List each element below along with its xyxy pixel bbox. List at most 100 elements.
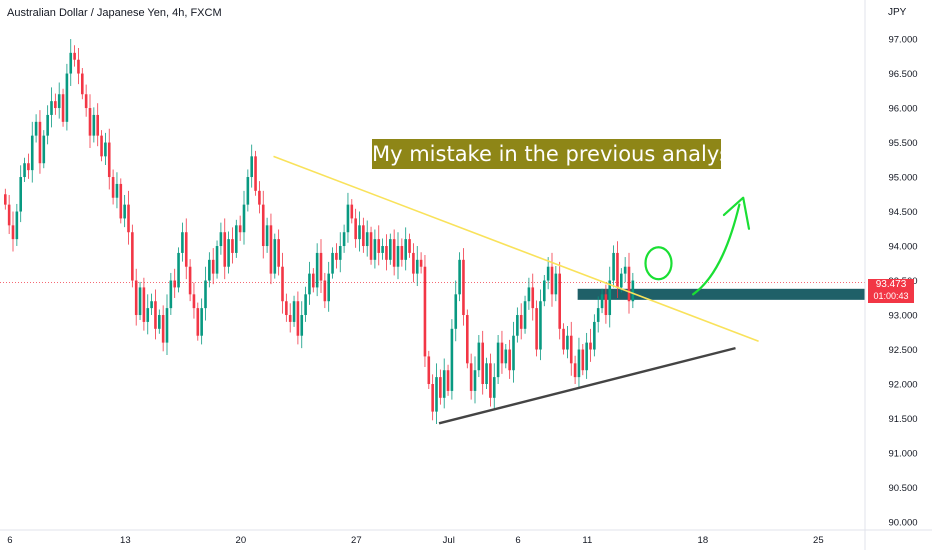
candle-body — [288, 315, 292, 322]
candle-body — [350, 204, 354, 219]
candle-body — [127, 204, 130, 233]
candle-body — [354, 218, 357, 240]
candle-body — [261, 204, 265, 247]
candle-body — [73, 52, 76, 60]
chart-title: Australian Dollar / Japanese Yen, 4h, FX… — [7, 7, 222, 19]
y-tick-label: 91.500 — [888, 414, 917, 425]
candle-body — [50, 101, 53, 115]
candle-body — [304, 294, 307, 316]
candle-body — [469, 363, 473, 391]
candle-body — [146, 308, 150, 322]
candle-body — [23, 163, 26, 178]
candle-body — [204, 280, 207, 309]
candle-countdown: 01:00:43 — [873, 291, 909, 301]
candle-body — [442, 370, 446, 398]
candle-body — [238, 225, 242, 233]
candle-body — [481, 342, 484, 385]
x-tick-label: 25 — [813, 535, 824, 546]
candle-body — [369, 232, 373, 260]
candle-body — [254, 156, 257, 191]
candle-body — [46, 114, 49, 136]
candle-body — [450, 328, 454, 391]
candle-body — [69, 52, 73, 74]
candle-body — [435, 377, 438, 412]
ascending-trendline-shadow — [438, 346, 736, 425]
x-tick-label: 11 — [582, 535, 592, 546]
candle-body — [531, 287, 535, 309]
candle-body — [285, 301, 288, 316]
candle-body — [466, 315, 469, 364]
candle-body — [57, 94, 61, 109]
candle-body — [54, 101, 57, 109]
candle-body — [458, 259, 461, 295]
candle-body — [569, 335, 573, 364]
candle-body — [431, 384, 434, 412]
candle-body — [211, 259, 215, 274]
candle-body — [235, 225, 238, 253]
candle-body — [373, 239, 377, 260]
y-tick-label: 92.500 — [888, 345, 917, 356]
candle-body — [292, 301, 296, 322]
y-tick-label: 96.500 — [888, 69, 917, 80]
y-tick-label: 96.000 — [888, 104, 917, 115]
candle-body — [123, 204, 126, 219]
candle-body — [377, 239, 381, 253]
candle-body — [142, 287, 146, 322]
candle-body — [439, 377, 442, 398]
candle-body — [500, 342, 504, 364]
candle-body — [473, 370, 477, 391]
candle-body — [208, 259, 211, 281]
annotation-label: My mistake in the previous analysis — [372, 139, 747, 169]
y-tick-label: 95.500 — [888, 138, 917, 149]
candle-body — [165, 308, 169, 343]
candle-body — [485, 363, 488, 385]
candle-body — [92, 114, 96, 136]
candle-body — [258, 190, 261, 205]
candle-body — [623, 266, 627, 274]
candle-body — [111, 177, 115, 198]
candle-body — [496, 342, 500, 378]
candle-body — [119, 183, 123, 219]
candle-body — [227, 239, 230, 267]
candle-body — [173, 280, 176, 288]
candle-body — [535, 308, 538, 350]
candle-body — [296, 301, 300, 336]
candle-body — [192, 294, 196, 309]
candle-body — [573, 363, 577, 378]
candle-body — [389, 239, 392, 260]
candle-body — [42, 135, 46, 164]
y-tick-label: 92.000 — [888, 380, 917, 391]
candle-body — [342, 232, 346, 247]
candle-body — [554, 273, 558, 295]
candle-body — [61, 94, 65, 122]
candle-body — [34, 121, 38, 136]
candle-body — [412, 252, 415, 274]
candle-body — [107, 142, 111, 178]
candle-body — [242, 204, 246, 233]
x-tick-label: 13 — [120, 535, 131, 546]
candle-body — [504, 349, 508, 364]
candle-body — [134, 280, 138, 316]
candle-body — [231, 239, 234, 253]
x-tick-label: 18 — [698, 535, 709, 546]
candle-body — [38, 121, 42, 164]
candle-body — [88, 108, 92, 136]
candle-body — [200, 308, 203, 336]
y-tick-label: 91.000 — [888, 449, 917, 460]
candle-body — [527, 287, 531, 302]
candle-body — [362, 225, 365, 247]
candle-body — [631, 280, 635, 302]
candle-body — [269, 225, 273, 274]
candle-body — [188, 266, 192, 295]
candle-body — [489, 363, 492, 398]
x-tick-label: 27 — [351, 535, 362, 546]
candle-body — [415, 259, 419, 274]
candle-body — [150, 301, 153, 309]
candle-body — [250, 156, 253, 178]
candle-body — [161, 315, 165, 343]
candle-body — [11, 225, 15, 240]
candle-body — [281, 266, 284, 302]
candle-body — [581, 349, 585, 371]
y-tick-label: 94.000 — [888, 242, 917, 253]
